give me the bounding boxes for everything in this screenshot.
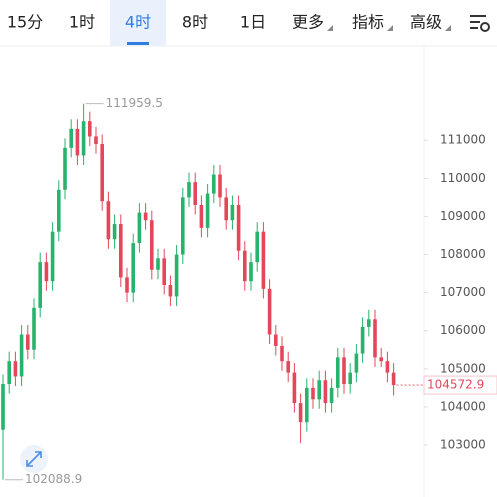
candle-body (168, 285, 173, 297)
candle-body (44, 262, 49, 282)
candle-body (391, 372, 396, 386)
candle-body (156, 258, 160, 270)
candle-body (100, 144, 104, 202)
candle-body (274, 334, 278, 346)
y-tick-label: 106000 (440, 323, 486, 337)
candle-body (19, 334, 24, 377)
candle-body (385, 361, 390, 373)
expand-button[interactable] (20, 445, 48, 473)
candle-body (38, 262, 42, 308)
candle-body (69, 128, 73, 148)
candle-body (373, 319, 377, 358)
plot: 103000 104000 105000 106000 107000 108000 1090… (1, 96, 497, 486)
candle-body (212, 174, 216, 194)
candle-body (81, 121, 86, 156)
candle-body (379, 357, 383, 362)
settings-icon[interactable] (470, 15, 490, 32)
candle-body (131, 243, 135, 293)
y-tick-label: 107000 (440, 285, 486, 299)
candle-body (317, 380, 321, 400)
tab[interactable]: 15分 (7, 13, 43, 32)
candle-body (50, 231, 55, 282)
candle-body (150, 220, 154, 270)
candle-body (125, 277, 129, 293)
dropdown-caret (327, 25, 333, 31)
candle-body (205, 193, 210, 228)
candle-body (286, 361, 290, 373)
candle-body (143, 212, 148, 221)
candle-body (119, 224, 123, 278)
y-tick-label: 103000 (440, 438, 486, 452)
price-tag (423, 375, 497, 395)
candle-body (174, 254, 179, 297)
candle-body (311, 387, 315, 400)
tab[interactable]: 1时 (69, 13, 95, 32)
tab[interactable]: 指标 (352, 13, 384, 32)
candle-body (292, 372, 297, 404)
candle-body (255, 231, 259, 263)
tab-bar: 15分 1时 4时 8时 1日 更多 指标 高级 (7, 0, 451, 46)
tab[interactable]: 8时 (182, 13, 208, 32)
candle-body (230, 205, 235, 221)
active-tab-bg (110, 0, 166, 46)
candle-body (193, 182, 197, 205)
candle-body (360, 326, 365, 354)
candle-body (63, 147, 67, 190)
dropdown-caret (445, 25, 451, 31)
tab[interactable]: 高级 (410, 13, 442, 32)
candle-body (199, 205, 204, 228)
candle-body (57, 189, 61, 232)
candle-body (75, 128, 80, 156)
candle-body (243, 250, 247, 282)
candle-body (112, 224, 117, 240)
y-tick-label: 105000 (440, 361, 486, 375)
y-tick-label: 110000 (440, 171, 486, 185)
max-label: 111959.5 (106, 96, 163, 110)
candle-body (224, 197, 228, 221)
y-tick-label: 111000 (440, 133, 486, 147)
tab[interactable]: 1日 (240, 13, 266, 32)
candle-body (162, 258, 166, 285)
candle-body (348, 372, 352, 385)
candle-body (218, 174, 222, 198)
candle-body (249, 262, 253, 282)
candle-body (298, 403, 303, 423)
candle-body (305, 387, 309, 423)
dropdown-caret (387, 25, 393, 31)
candle-body (94, 136, 98, 145)
candle-body (280, 345, 284, 362)
y-tick-label: 109000 (440, 209, 486, 223)
candle-body (267, 288, 272, 335)
y-tick-label: 108000 (440, 247, 486, 261)
candle-body (32, 307, 36, 350)
candle-body (7, 361, 11, 385)
candle-body (88, 121, 92, 137)
candle-body (26, 334, 30, 350)
candle-body (367, 319, 371, 327)
candle-body (342, 357, 346, 385)
min-label: 102088.9 (25, 472, 82, 486)
candle-body (236, 205, 241, 251)
active-tab-underline (127, 42, 149, 45)
candle-body (1, 384, 5, 430)
candle-body (336, 357, 340, 388)
y-tick-label: 104000 (440, 399, 486, 413)
candle-body (187, 182, 191, 198)
tab[interactable]: 4时 (125, 13, 151, 32)
tab[interactable]: 更多 (292, 13, 324, 32)
candle-body (261, 231, 266, 289)
candle-body (323, 380, 328, 404)
candle-body (181, 197, 185, 255)
candle-body (137, 212, 142, 244)
candle-body (354, 353, 359, 373)
candle-body (329, 387, 334, 404)
candle-body (13, 361, 18, 377)
candle-body (106, 201, 111, 240)
current-price: 104572.9 (427, 378, 484, 392)
